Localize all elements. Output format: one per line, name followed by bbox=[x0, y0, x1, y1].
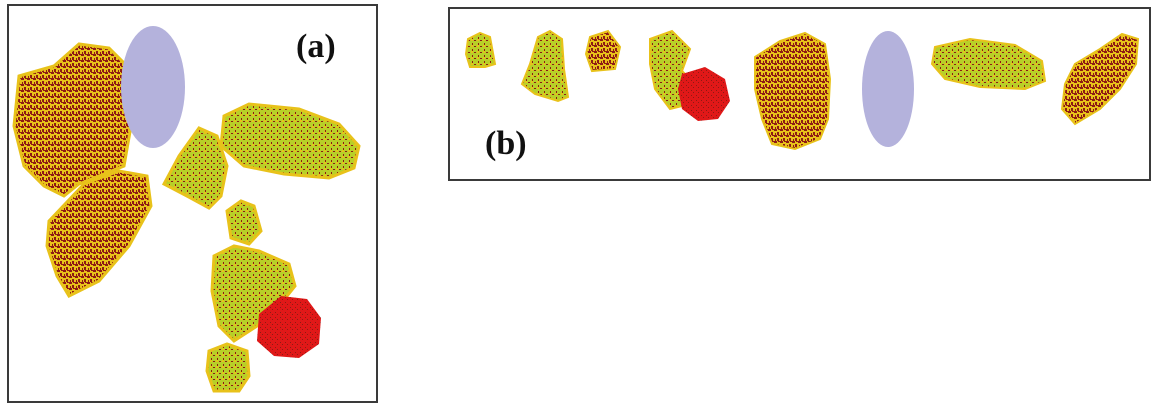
panel-a-canvas bbox=[12, 26, 361, 393]
piece-3 bbox=[584, 29, 622, 73]
panel-a: (a) bbox=[7, 4, 378, 403]
shard-lower-left bbox=[45, 169, 153, 298]
blob-red bbox=[257, 296, 321, 358]
panel-b-canvas bbox=[464, 29, 1140, 151]
shard-large-left bbox=[12, 42, 133, 198]
piece-6-ellipse bbox=[862, 31, 914, 147]
piece-5 bbox=[754, 31, 832, 151]
shard-tiny bbox=[225, 199, 263, 246]
piece-1 bbox=[464, 31, 497, 68]
shard-center-small bbox=[161, 126, 229, 210]
panel-b: (b) bbox=[448, 7, 1151, 181]
panel-b-label: (b) bbox=[485, 125, 527, 162]
ellipse-lavender bbox=[121, 26, 185, 148]
shard-bottom-small bbox=[205, 342, 251, 393]
piece-4-red bbox=[678, 67, 730, 121]
shard-right-oval bbox=[219, 102, 361, 180]
piece-2 bbox=[520, 29, 570, 103]
piece-7 bbox=[930, 37, 1047, 91]
piece-8 bbox=[1060, 32, 1140, 126]
panel-a-label: (a) bbox=[296, 28, 336, 65]
